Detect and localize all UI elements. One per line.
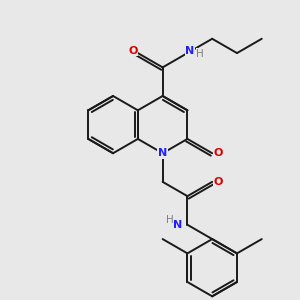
Text: N: N xyxy=(185,46,194,56)
Text: N: N xyxy=(172,220,182,230)
Text: O: O xyxy=(214,148,223,158)
Text: H: H xyxy=(196,49,204,59)
Text: O: O xyxy=(214,177,223,187)
Text: O: O xyxy=(129,46,138,56)
Text: H: H xyxy=(166,215,174,225)
Text: N: N xyxy=(158,148,167,158)
